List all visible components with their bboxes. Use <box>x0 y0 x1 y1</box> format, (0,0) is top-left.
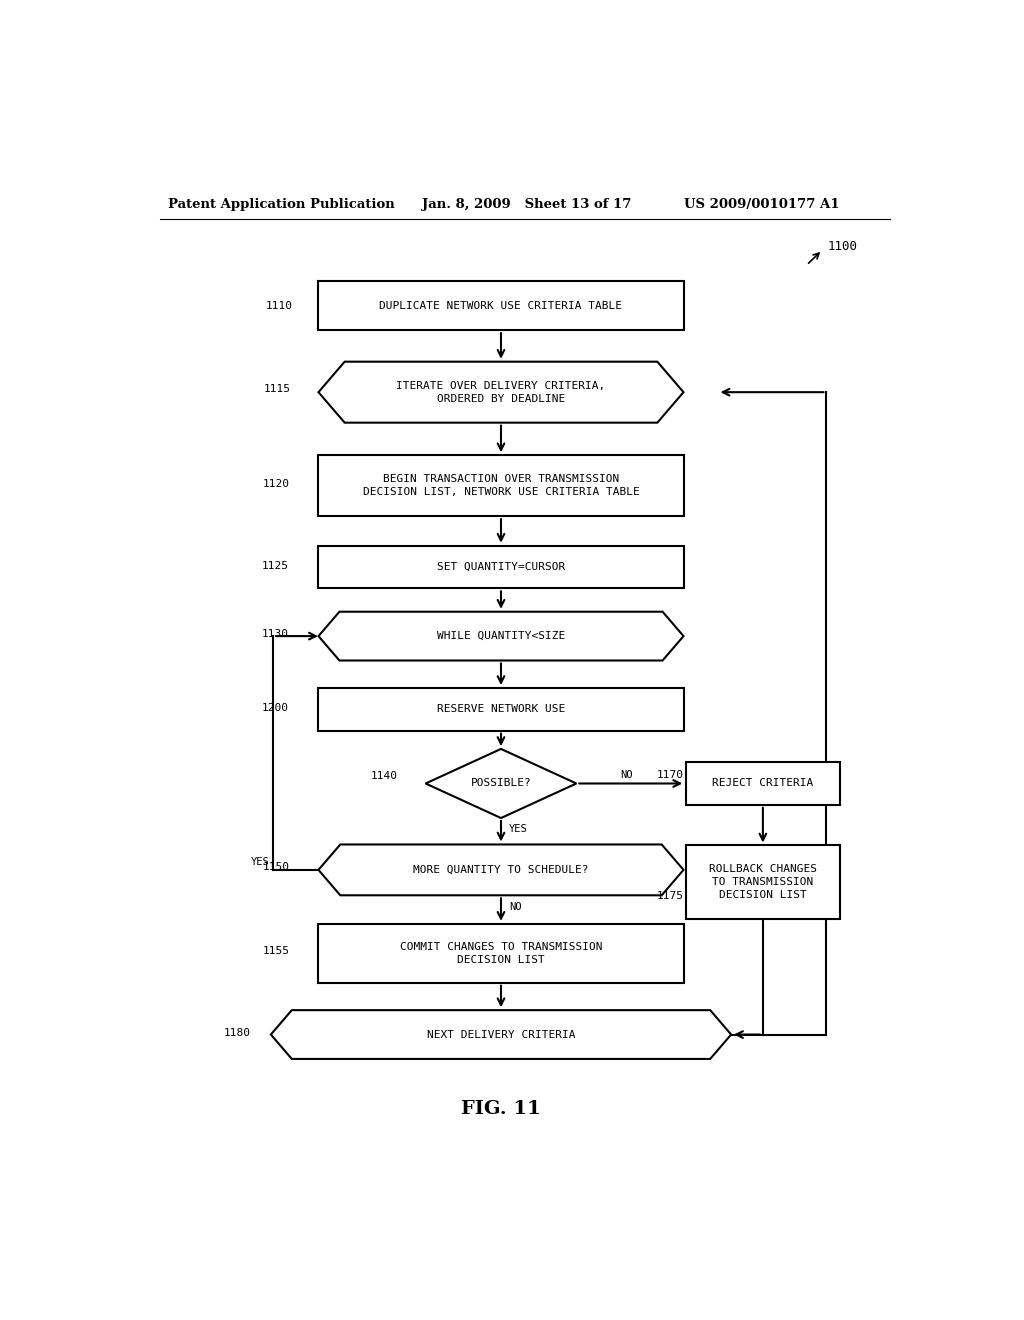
Text: Jan. 8, 2009   Sheet 13 of 17: Jan. 8, 2009 Sheet 13 of 17 <box>422 198 631 211</box>
Text: ROLLBACK CHANGES
TO TRANSMISSION
DECISION LIST: ROLLBACK CHANGES TO TRANSMISSION DECISIO… <box>709 863 817 900</box>
Text: REJECT CRITERIA: REJECT CRITERIA <box>713 779 813 788</box>
Text: NO: NO <box>621 771 633 780</box>
Text: NO: NO <box>509 903 521 912</box>
Text: MORE QUANTITY TO SCHEDULE?: MORE QUANTITY TO SCHEDULE? <box>414 865 589 875</box>
Polygon shape <box>318 362 684 422</box>
Text: 1175: 1175 <box>656 891 684 902</box>
Bar <box>685 762 841 805</box>
Text: 1115: 1115 <box>264 384 291 395</box>
Text: RESERVE NETWORK USE: RESERVE NETWORK USE <box>437 705 565 714</box>
Bar <box>318 281 684 330</box>
Text: 1110: 1110 <box>266 301 293 310</box>
Text: 1150: 1150 <box>263 862 290 871</box>
Text: 1200: 1200 <box>262 704 289 713</box>
Bar <box>318 924 684 982</box>
Text: 1155: 1155 <box>263 946 290 956</box>
Text: ITERATE OVER DELIVERY CRITERIA,
ORDERED BY DEADLINE: ITERATE OVER DELIVERY CRITERIA, ORDERED … <box>396 380 605 404</box>
Text: 1180: 1180 <box>223 1027 250 1038</box>
Text: 1120: 1120 <box>263 479 290 488</box>
Text: WHILE QUANTITY<SIZE: WHILE QUANTITY<SIZE <box>437 631 565 642</box>
Text: 1125: 1125 <box>262 561 289 572</box>
Polygon shape <box>318 845 684 895</box>
Text: YES: YES <box>251 857 269 867</box>
Polygon shape <box>426 748 577 818</box>
Text: COMMIT CHANGES TO TRANSMISSION
DECISION LIST: COMMIT CHANGES TO TRANSMISSION DECISION … <box>399 941 602 965</box>
Text: 1170: 1170 <box>656 771 684 780</box>
Text: BEGIN TRANSACTION OVER TRANSMISSION
DECISION LIST, NETWORK USE CRITERIA TABLE: BEGIN TRANSACTION OVER TRANSMISSION DECI… <box>362 474 639 498</box>
Text: 1100: 1100 <box>828 240 858 253</box>
Text: SET QUANTITY=CURSOR: SET QUANTITY=CURSOR <box>437 562 565 572</box>
Text: 1130: 1130 <box>262 630 289 639</box>
Bar <box>318 545 684 589</box>
Bar <box>318 455 684 516</box>
Text: FIG. 11: FIG. 11 <box>461 1100 541 1118</box>
Text: US 2009/0010177 A1: US 2009/0010177 A1 <box>684 198 839 211</box>
Bar <box>685 846 841 919</box>
Bar <box>318 688 684 731</box>
Polygon shape <box>318 611 684 660</box>
Text: YES: YES <box>509 824 527 834</box>
Polygon shape <box>270 1010 731 1059</box>
Text: 1140: 1140 <box>371 771 397 781</box>
Text: Patent Application Publication: Patent Application Publication <box>168 198 394 211</box>
Text: POSSIBLE?: POSSIBLE? <box>471 779 531 788</box>
Text: NEXT DELIVERY CRITERIA: NEXT DELIVERY CRITERIA <box>427 1030 575 1040</box>
Text: DUPLICATE NETWORK USE CRITERIA TABLE: DUPLICATE NETWORK USE CRITERIA TABLE <box>380 301 623 310</box>
